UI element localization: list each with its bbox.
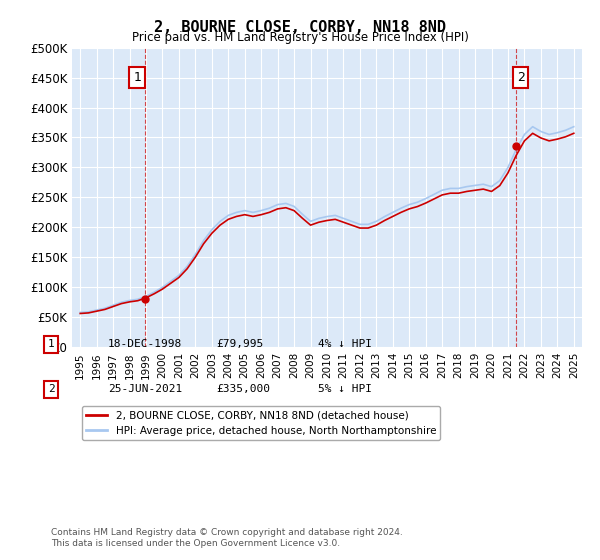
Text: 2: 2 [47, 384, 55, 394]
Text: Price paid vs. HM Land Registry's House Price Index (HPI): Price paid vs. HM Land Registry's House … [131, 31, 469, 44]
Text: 1: 1 [133, 71, 141, 84]
Text: 2: 2 [517, 71, 525, 84]
Text: £335,000: £335,000 [216, 384, 270, 394]
Text: 25-JUN-2021: 25-JUN-2021 [108, 384, 182, 394]
Text: £79,995: £79,995 [216, 339, 263, 349]
Text: 1: 1 [47, 339, 55, 349]
Legend: 2, BOURNE CLOSE, CORBY, NN18 8ND (detached house), HPI: Average price, detached : 2, BOURNE CLOSE, CORBY, NN18 8ND (detach… [82, 407, 440, 440]
Text: 2, BOURNE CLOSE, CORBY, NN18 8ND: 2, BOURNE CLOSE, CORBY, NN18 8ND [154, 20, 446, 35]
Text: 18-DEC-1998: 18-DEC-1998 [108, 339, 182, 349]
Text: Contains HM Land Registry data © Crown copyright and database right 2024.
This d: Contains HM Land Registry data © Crown c… [51, 528, 403, 548]
Text: 4% ↓ HPI: 4% ↓ HPI [318, 339, 372, 349]
Text: 5% ↓ HPI: 5% ↓ HPI [318, 384, 372, 394]
